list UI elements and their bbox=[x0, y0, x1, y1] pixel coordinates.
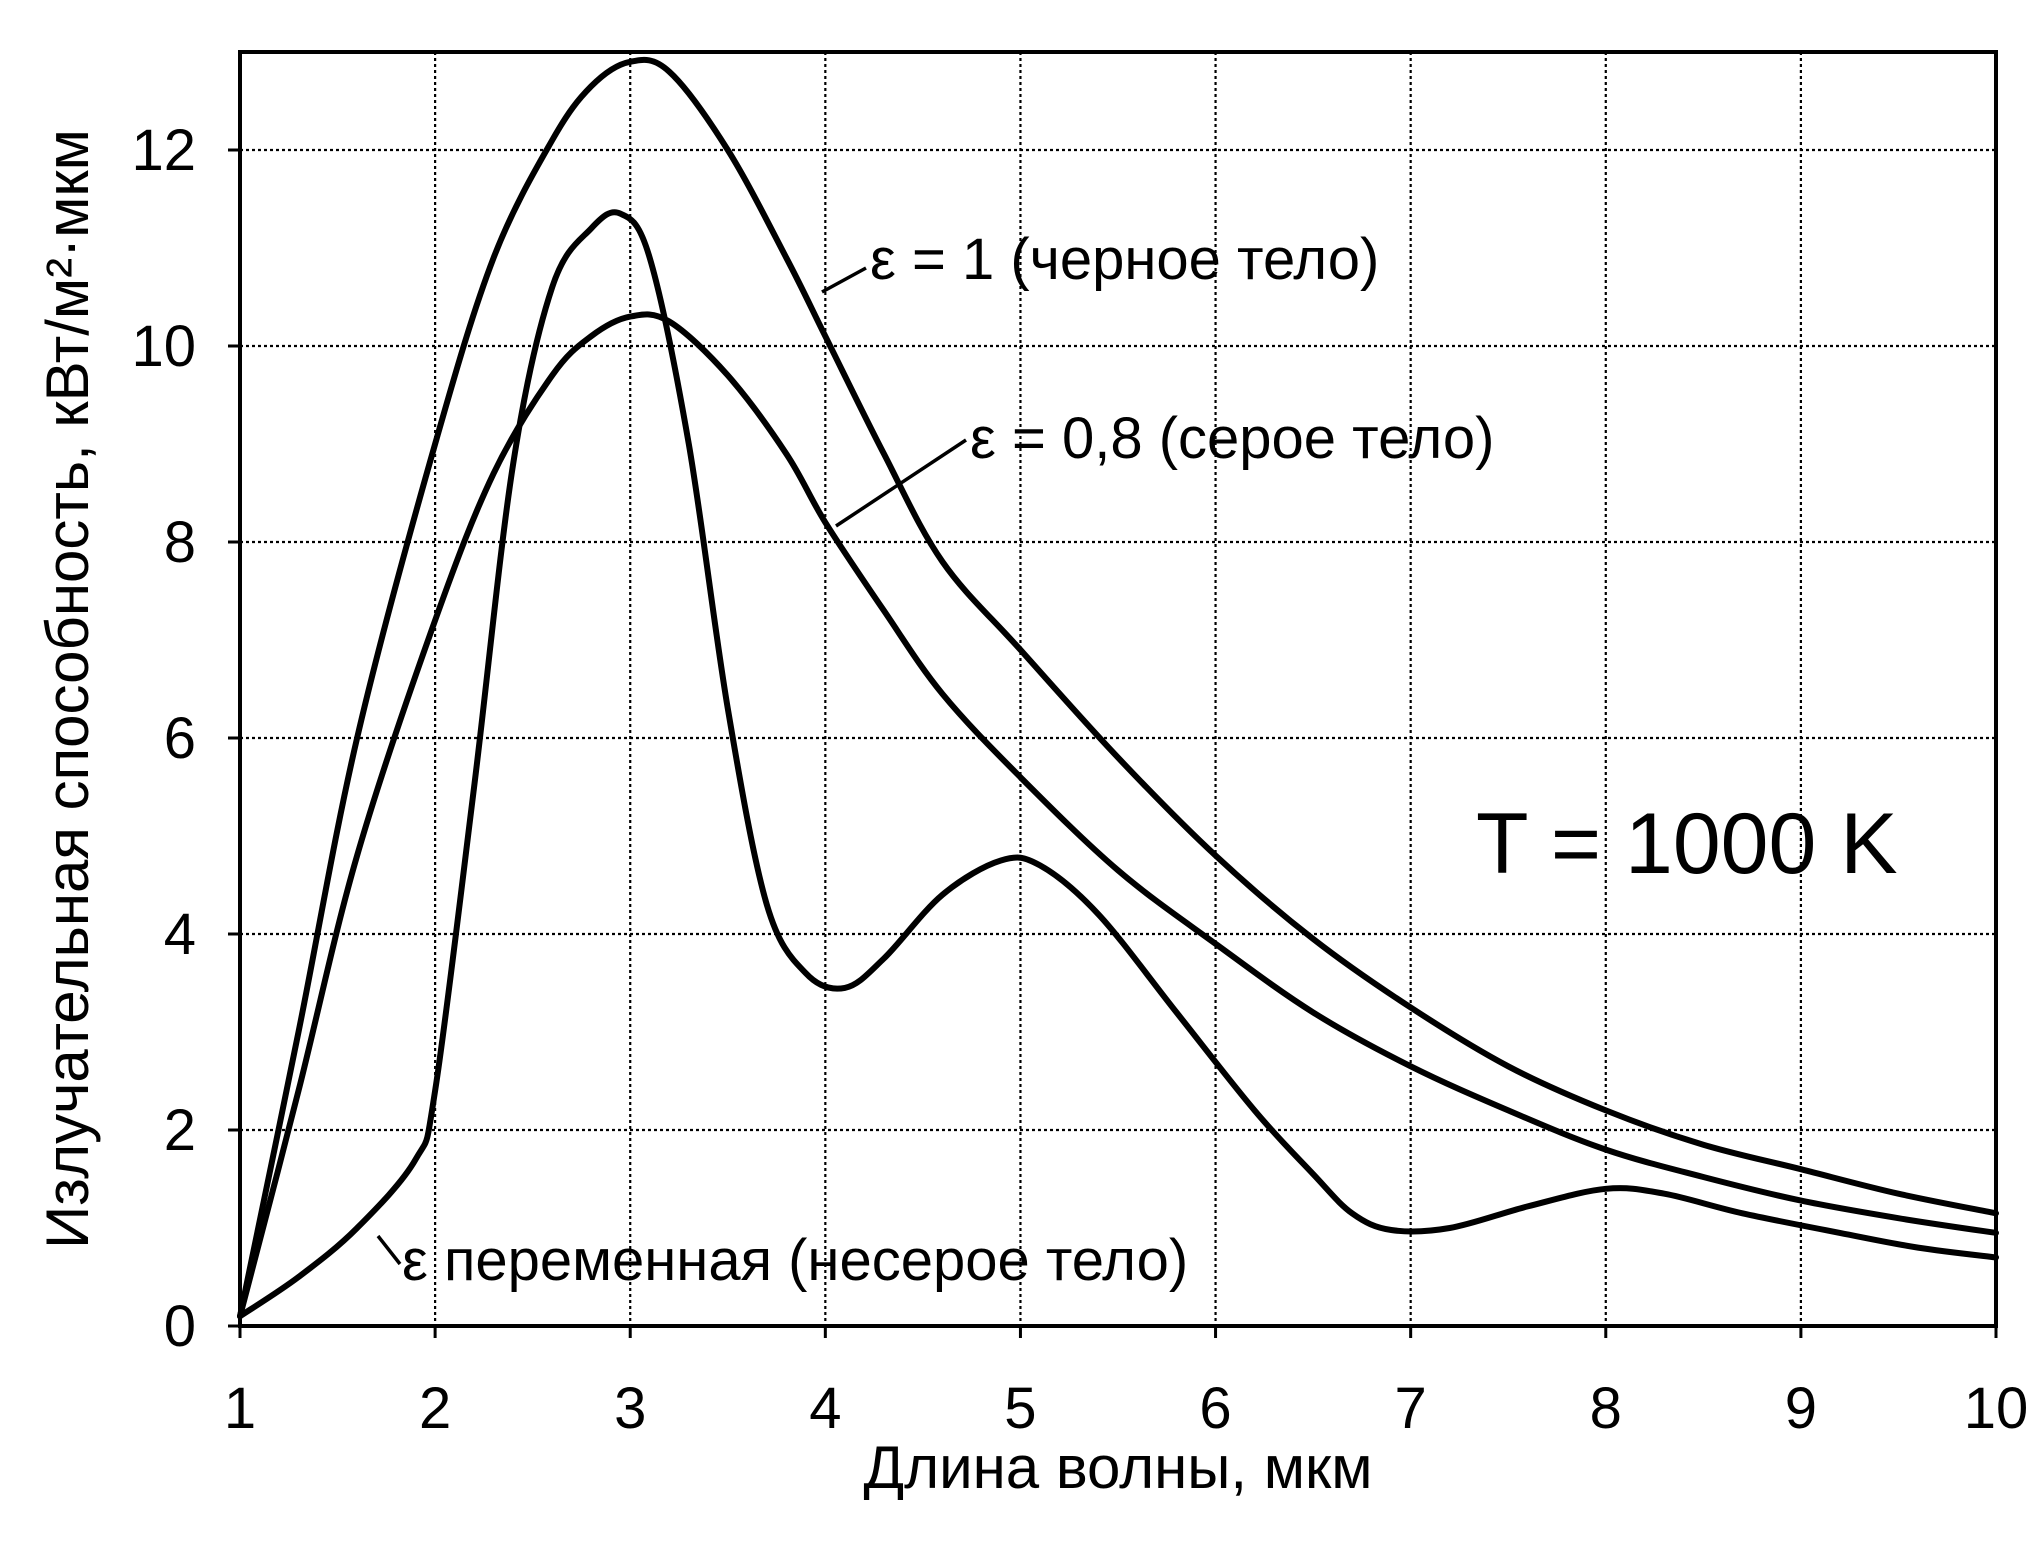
x-tick-label: 6 bbox=[1199, 1376, 1231, 1441]
nongray-series-label: ε переменная (несерое тело) bbox=[402, 1228, 1188, 1293]
graybody-label-leader bbox=[835, 438, 967, 528]
graybody-series-label: ε = 0,8 (серое тело) bbox=[970, 406, 1494, 471]
blackbody-label-leader bbox=[821, 266, 867, 294]
plot-frame bbox=[238, 50, 1998, 1328]
y-tick-label: 10 bbox=[131, 314, 196, 379]
x-tick-label: 7 bbox=[1395, 1376, 1427, 1441]
temperature-label: T = 1000 K bbox=[1476, 796, 1898, 892]
x-tick-label: 1 bbox=[224, 1376, 256, 1441]
x-tick-label: 3 bbox=[614, 1376, 646, 1441]
nongray-label-leader bbox=[376, 1234, 402, 1266]
y-tick-label: 4 bbox=[164, 902, 196, 967]
blackbody-curve bbox=[237, 56, 1999, 1320]
y-tick-label: 0 bbox=[164, 1294, 196, 1359]
y-tick-label: 6 bbox=[164, 706, 196, 771]
y-tick-label: 8 bbox=[164, 510, 196, 575]
x-tick-label: 9 bbox=[1785, 1376, 1817, 1441]
y-tick-label: 12 bbox=[131, 118, 196, 183]
curves bbox=[237, 56, 1999, 1320]
x-tick-label: 5 bbox=[1004, 1376, 1036, 1441]
x-tick-label: 4 bbox=[809, 1376, 841, 1441]
y-tick-label: 2 bbox=[164, 1098, 196, 1163]
y-axis-label: Излучательная способность, кВт/м²·мкм bbox=[34, 129, 101, 1249]
nongray-curve bbox=[237, 209, 1999, 1320]
x-axis-label: Длина волны, мкм bbox=[864, 1434, 1373, 1501]
graybody-curve bbox=[237, 311, 1999, 1320]
blackbody-series-label: ε = 1 (черное тело) bbox=[870, 227, 1379, 292]
x-tick-label: 2 bbox=[419, 1376, 451, 1441]
x-tick-label: 10 bbox=[1964, 1376, 2029, 1441]
x-tick-label: 8 bbox=[1590, 1376, 1622, 1441]
